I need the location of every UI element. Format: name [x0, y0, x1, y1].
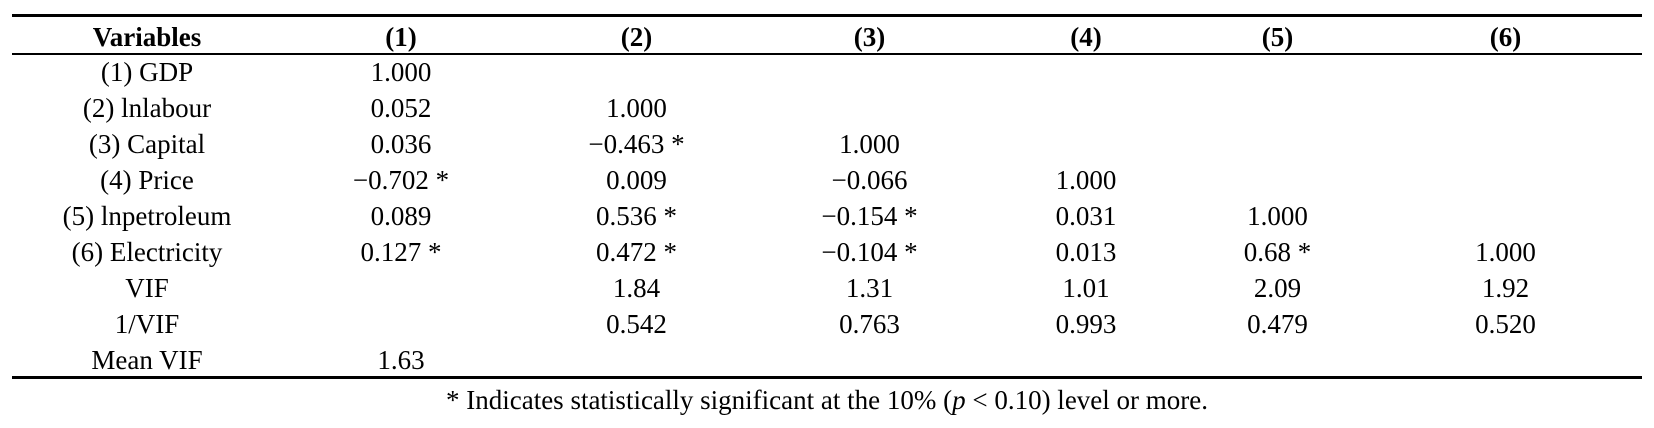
footnote-text-before: * Indicates statistically significant at… [445, 385, 953, 415]
table-cell: 0.993 [1055, 309, 1117, 339]
table-cell: 1.92 [1481, 273, 1530, 303]
table-row: (1) GDP 1.000 [12, 54, 1642, 90]
table-cell [520, 342, 753, 378]
table-cell [753, 54, 986, 90]
table-cell: 0.013 [1055, 237, 1117, 267]
header-cell-variables: Variables [92, 21, 202, 52]
table-cell [1369, 162, 1642, 198]
table-cell [753, 90, 986, 126]
row-label: (4) Price [100, 165, 194, 195]
table-cell [1369, 126, 1642, 162]
table-cell [1186, 342, 1369, 378]
header-cell-5: (5) [1261, 21, 1294, 52]
table-row: (2) lnlabour 0.052 1.000 [12, 90, 1642, 126]
table-cell: 0.763 [839, 309, 900, 339]
row-label: (5) lnpetroleum [62, 201, 232, 231]
header-cell-2: (2) [620, 21, 653, 52]
table-row: (3) Capital 0.036 −0.463 * 1.000 [12, 126, 1642, 162]
header-cell-4: (4) [1070, 21, 1102, 52]
row-label: (1) GDP [100, 57, 194, 87]
header-rule [12, 53, 1642, 55]
correlation-vif-table: Variables (1) (2) (3) (4) (5) (6) (1) GD… [12, 19, 1642, 378]
table-row: (4) Price −0.702 * 0.009 −0.066 1.000 [12, 162, 1642, 198]
row-label: Mean VIF [91, 345, 203, 375]
table-row: Mean VIF 1.63 [12, 342, 1642, 378]
table-cell: 0.089 [370, 201, 432, 231]
table-cell: 1.000 [606, 93, 667, 123]
table-cell [282, 306, 520, 342]
table-cell: 1.000 [839, 129, 900, 159]
footnote-text-after: < 0.10) level or more. [965, 385, 1209, 415]
table-row: (6) Electricity 0.127 * 0.472 * −0.104 *… [12, 234, 1642, 270]
table-cell: 1.000 [1475, 237, 1536, 267]
row-label: (3) Capital [88, 129, 206, 159]
table-cell: 0.68 * [1243, 237, 1312, 267]
table-cell [986, 90, 1186, 126]
table-cell [1369, 198, 1642, 234]
table-cell: 0.031 [1055, 201, 1117, 231]
table-cell: 1.000 [1247, 201, 1308, 231]
table-cell: 0.542 [606, 309, 667, 339]
table-footnote: * Indicates statistically significant at… [0, 382, 1654, 418]
table-cell: 2.09 [1253, 273, 1302, 303]
table-row: 1/VIF 0.542 0.763 0.993 0.479 0.520 [12, 306, 1642, 342]
table-cell: −0.154 * [821, 201, 918, 231]
top-rule [12, 14, 1642, 17]
table-cell: −0.463 * [588, 129, 685, 159]
header-cell-1: (1) [385, 21, 417, 52]
table-cell: −0.104 * [821, 237, 918, 267]
table-cell [1369, 342, 1642, 378]
table-row: (5) lnpetroleum 0.089 0.536 * −0.154 * 0… [12, 198, 1642, 234]
row-label: VIF [125, 273, 169, 303]
table-cell [986, 342, 1186, 378]
table-cell [1369, 90, 1642, 126]
table-header-row: Variables (1) (2) (3) (4) (5) (6) [12, 19, 1642, 54]
table-cell: 0.127 * [360, 237, 442, 267]
table-cell [753, 342, 986, 378]
table-cell: 1.01 [1062, 273, 1110, 303]
table-cell: 0.052 [370, 93, 432, 123]
table-cell: 1.000 [370, 57, 432, 87]
row-label: 1/VIF [114, 309, 180, 339]
row-label: (6) Electricity [71, 237, 223, 267]
table-cell: −0.066 [831, 165, 908, 195]
table-cell [986, 54, 1186, 90]
header-cell-6: (6) [1489, 21, 1522, 52]
footnote-italic-p: p [952, 385, 966, 415]
row-label: (2) lnlabour [82, 93, 212, 123]
table-cell [1186, 90, 1369, 126]
table-cell: 0.009 [606, 165, 667, 195]
table-cell [986, 126, 1186, 162]
table-cell [1186, 162, 1369, 198]
table-cell: 1.000 [1055, 165, 1117, 195]
bottom-rule [12, 376, 1642, 379]
table-cell: 0.536 * [596, 201, 677, 231]
table-cell: 1.84 [612, 273, 661, 303]
table-cell [1186, 126, 1369, 162]
table-cell: 0.520 [1475, 309, 1536, 339]
table-cell: 0.472 * [596, 237, 677, 267]
table-cell: 0.479 [1247, 309, 1308, 339]
table-cell: 0.036 [370, 129, 432, 159]
table-cell [520, 54, 753, 90]
table-cell [282, 270, 520, 306]
header-cell-3: (3) [853, 21, 886, 52]
table-cell: −0.702 * [352, 165, 450, 195]
table-cell [1369, 54, 1642, 90]
table-cell [1186, 54, 1369, 90]
table-cell: 1.63 [377, 345, 425, 375]
table-cell: 1.31 [845, 273, 894, 303]
table-row: VIF 1.84 1.31 1.01 2.09 1.92 [12, 270, 1642, 306]
